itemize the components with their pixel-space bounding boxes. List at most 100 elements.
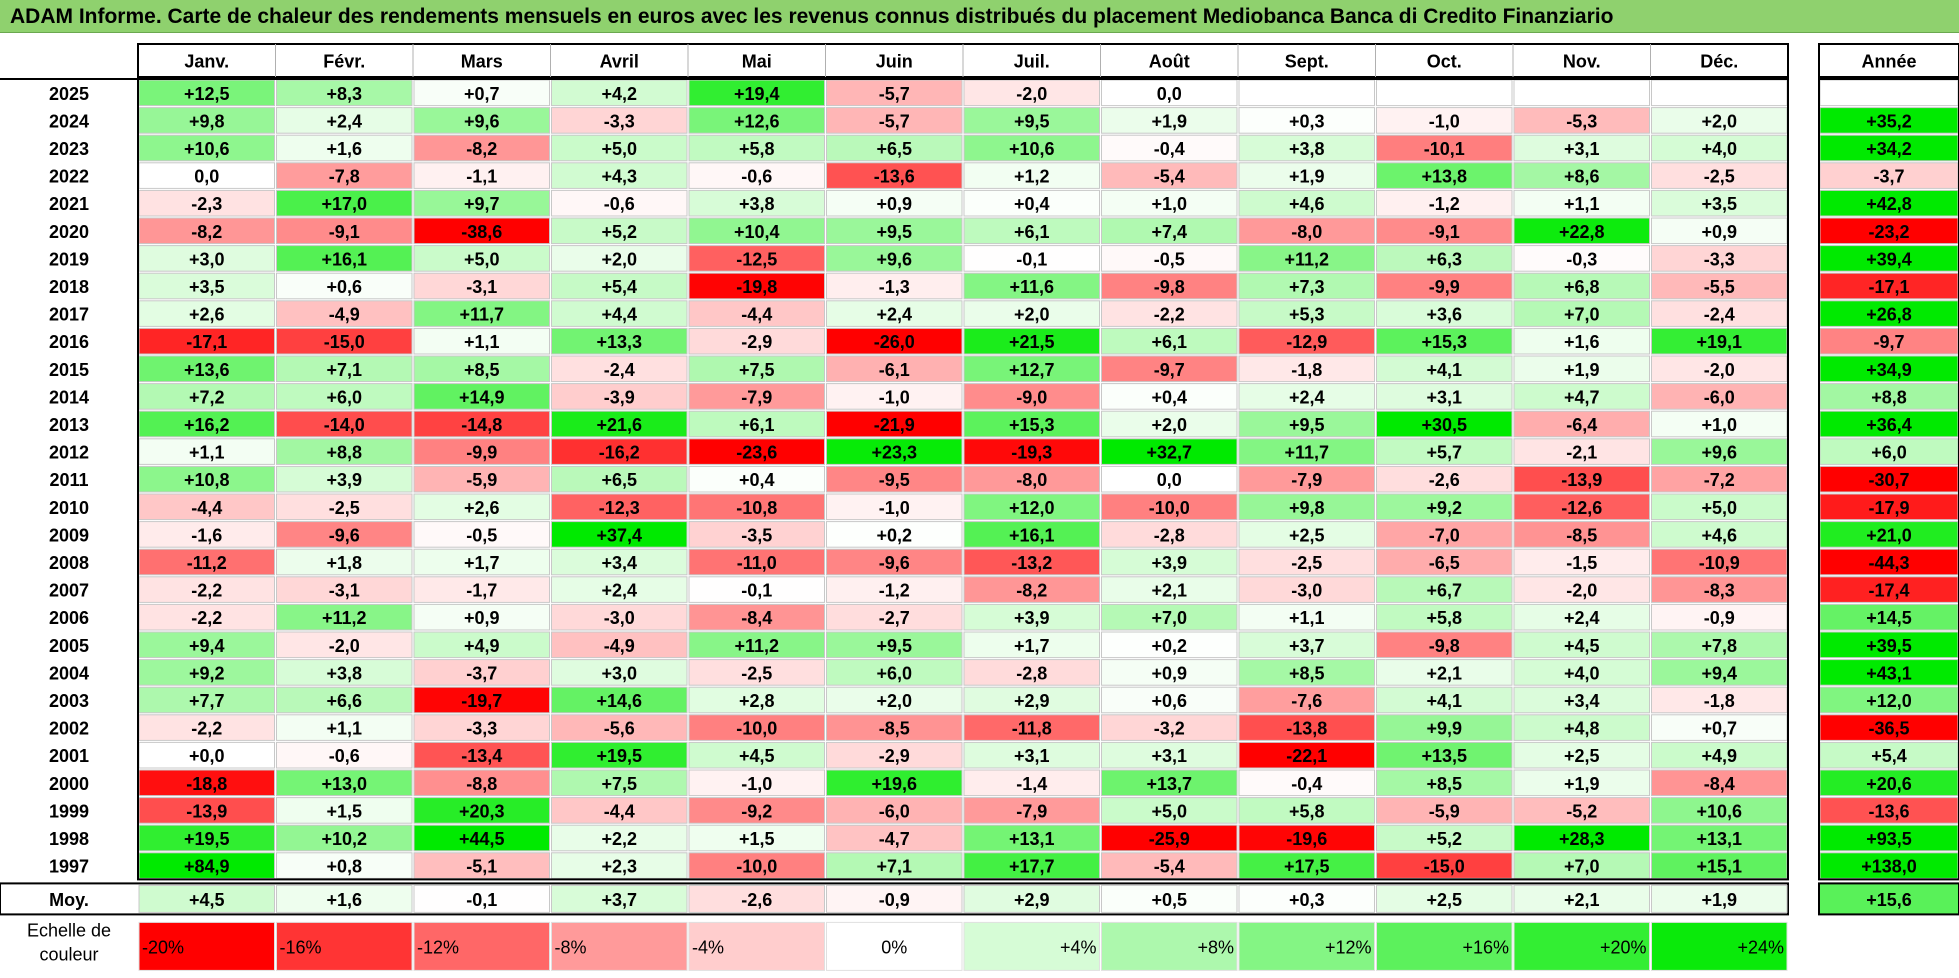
cell-value: -4,9 <box>604 636 635 656</box>
heatmap-cell <box>688 134 825 162</box>
cell-value: +7,3 <box>1289 277 1325 297</box>
heatmap-cell <box>1651 438 1788 465</box>
year-label: 2003 <box>49 691 89 711</box>
heatmap-cell <box>551 355 688 383</box>
cell-value: +2,0 <box>1151 415 1187 435</box>
average-cell <box>1376 884 1513 913</box>
cell-value: -8,0 <box>1016 470 1047 490</box>
heatmap-cell <box>138 383 275 410</box>
annual-value: +8,8 <box>1871 387 1907 407</box>
cell-value: -11,0 <box>737 553 777 573</box>
month-header: Mai <box>742 52 772 72</box>
cell-value: -12,3 <box>599 498 640 518</box>
cell-value: -1,1 <box>466 167 497 187</box>
cell-value: -19,3 <box>1011 443 1052 463</box>
cell-value: +5,8 <box>739 139 775 159</box>
cell-value: +84,9 <box>184 857 230 877</box>
heatmap-cell <box>551 272 688 300</box>
cell-value: -2,2 <box>191 581 222 601</box>
heatmap-cell <box>551 79 688 107</box>
cell-value: -0,6 <box>604 194 635 214</box>
cell-value: +6,6 <box>326 691 362 711</box>
cell-value: -2,0 <box>1704 360 1735 380</box>
heatmap-cell <box>276 217 413 245</box>
year-label: 2014 <box>49 387 89 407</box>
heatmap-cell <box>551 107 688 134</box>
heatmap-cell <box>1513 769 1650 797</box>
cell-value: +19,6 <box>871 774 917 794</box>
heatmap-cell <box>1238 521 1375 548</box>
heatmap-cell <box>1513 217 1650 245</box>
cell-value: -5,9 <box>1429 801 1460 821</box>
cell-value: +13,0 <box>321 774 367 794</box>
cell-value: -2,0 <box>1566 581 1597 601</box>
month-header: Déc. <box>1700 52 1738 72</box>
cell-value: -14,0 <box>324 415 365 435</box>
year-label: 2021 <box>49 194 89 214</box>
cell-value: -1,2 <box>1429 194 1460 214</box>
cell-value: -5,7 <box>879 84 910 104</box>
annual-cell <box>1819 410 1959 438</box>
cell-value: -0,4 <box>1291 774 1322 794</box>
heatmap-cell <box>826 107 963 134</box>
heatmap-cell <box>138 659 275 686</box>
cell-value: +5,0 <box>464 249 500 269</box>
cell-value: +11,2 <box>322 608 367 628</box>
cell-value: -4,4 <box>191 498 222 518</box>
average-cell <box>276 884 413 913</box>
heatmap-cell <box>1101 576 1238 603</box>
cell-value: +0,2 <box>1151 636 1187 656</box>
cell-value: +3,5 <box>189 277 225 297</box>
heatmap-cell <box>1376 824 1513 852</box>
cell-value: +0,8 <box>326 857 362 877</box>
cell-value: +9,6 <box>464 111 500 131</box>
cell-value: -7,9 <box>1016 801 1047 821</box>
cell-value: -8,4 <box>741 608 772 628</box>
cell-value: -4,7 <box>879 829 910 849</box>
cell-value: -6,0 <box>1704 387 1735 407</box>
annual-value: +34,2 <box>1866 139 1912 159</box>
heatmap-cell <box>688 576 825 603</box>
heatmap-cell <box>413 659 550 686</box>
cell-value: -0,5 <box>466 525 497 545</box>
heatmap-cell <box>963 245 1100 272</box>
heatmap-cell <box>1651 576 1788 603</box>
cell-value: +6,8 <box>1564 277 1600 297</box>
heatmap-cell <box>688 355 825 383</box>
average-cell <box>1513 884 1650 913</box>
cell-value: +1,6 <box>1564 332 1600 352</box>
heatmap-cell <box>1513 134 1650 162</box>
year-label: 2016 <box>49 332 89 352</box>
cell-value: +3,6 <box>1426 305 1462 325</box>
annual-value: +21,0 <box>1866 525 1912 545</box>
month-header: Août <box>1149 52 1190 72</box>
cell-value: +17,7 <box>1009 857 1055 877</box>
heatmap-cell <box>276 272 413 300</box>
heatmap-cell <box>138 355 275 383</box>
heatmap-cell <box>551 383 688 410</box>
cell-value: +9,9 <box>1426 719 1462 739</box>
cell-value: +7,1 <box>326 360 362 380</box>
cell-value: -1,5 <box>1566 553 1597 573</box>
cell-value: +14,6 <box>596 691 642 711</box>
heatmap-cell <box>688 631 825 659</box>
annual-value: +34,9 <box>1866 360 1912 380</box>
cell-value: -6,1 <box>879 360 910 380</box>
heatmap-cell <box>826 327 963 355</box>
heatmap-cell <box>276 327 413 355</box>
cell-value: +4,9 <box>1701 746 1737 766</box>
cell-value: +37,4 <box>596 525 642 545</box>
cell-value: +2,2 <box>601 829 637 849</box>
heatmap-cell <box>276 79 413 107</box>
year-label: 2023 <box>49 139 89 159</box>
cell-value: -2,1 <box>1566 443 1597 463</box>
cell-value: -2,2 <box>191 608 222 628</box>
heatmap-cell <box>826 769 963 797</box>
annual-value: +5,4 <box>1871 746 1907 766</box>
heatmap-cell <box>138 824 275 852</box>
heatmap-cell <box>413 217 550 245</box>
cell-value: +3,9 <box>326 470 362 490</box>
heatmap-cell <box>963 327 1100 355</box>
heatmap-cell <box>688 548 825 576</box>
heatmap-cell <box>1238 272 1375 300</box>
